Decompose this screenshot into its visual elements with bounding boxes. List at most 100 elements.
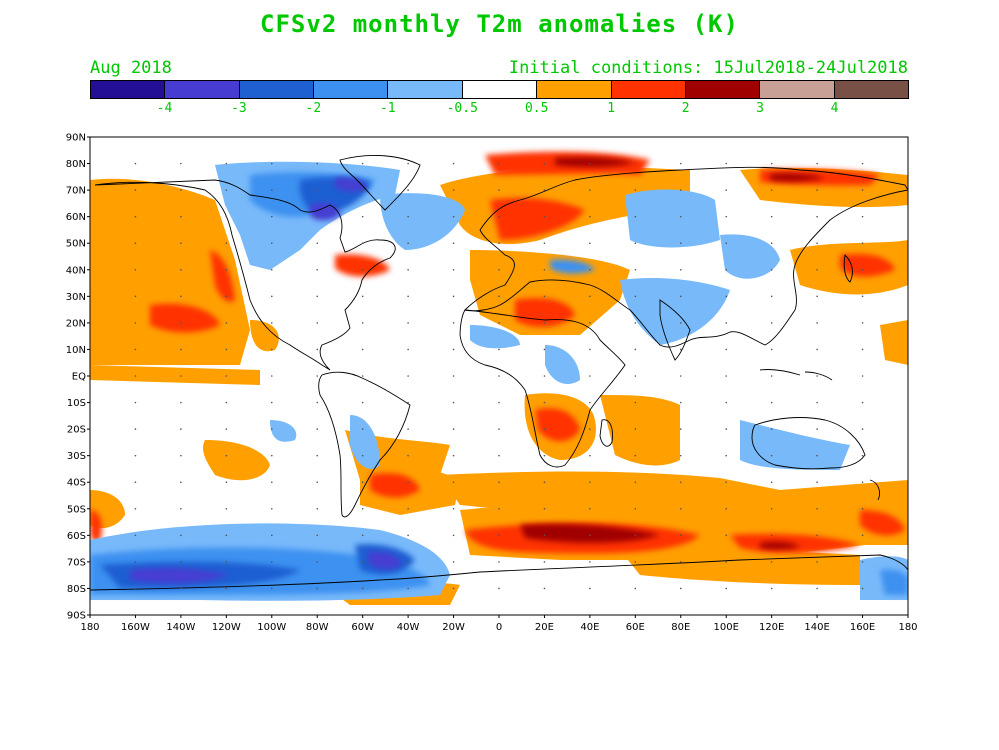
grid-dot — [225, 268, 228, 271]
grid-dot — [816, 481, 818, 484]
grid-dot — [316, 189, 319, 191]
grid-dot — [180, 534, 182, 537]
grid-dot — [361, 587, 364, 590]
grid-dot — [725, 401, 728, 404]
latitude-label: 50N — [66, 239, 86, 250]
grid-dot — [543, 507, 546, 510]
grid-dot — [679, 322, 682, 324]
grid-dot — [407, 242, 409, 245]
grid-dot — [407, 162, 409, 165]
grid-dot — [498, 348, 500, 351]
longitude-label: 120E — [759, 622, 784, 633]
grid-dot — [589, 428, 591, 430]
map-title: CFSv2 monthly T2m anomalies (K) — [260, 10, 739, 38]
grid-dot — [725, 375, 728, 377]
grid-dot — [725, 454, 728, 457]
longitude-label: 120W — [212, 622, 241, 633]
grid-dot — [679, 454, 682, 457]
grid-dot — [270, 375, 273, 377]
grid-dot — [316, 587, 319, 590]
grid-dot — [816, 295, 818, 298]
longitude-label: 40W — [397, 622, 420, 633]
legend-color-swatch — [760, 81, 835, 98]
grid-dot — [498, 561, 500, 563]
legend-color-swatch — [388, 81, 463, 98]
legend-tick-label: 3 — [756, 101, 764, 116]
grid-dot — [361, 162, 364, 165]
grid-dot — [361, 454, 364, 457]
grid-dot — [543, 561, 546, 563]
grid-dot — [543, 401, 546, 404]
north-america-coastline — [94, 179, 396, 371]
latitude-label: 90S — [67, 611, 86, 622]
grid-dot — [725, 534, 728, 537]
grid-dot — [316, 348, 319, 351]
grid-dot — [452, 507, 455, 510]
grid-dot — [180, 215, 182, 218]
grid-dot — [452, 162, 455, 165]
grid-dot — [816, 561, 818, 563]
longitude-label: 100E — [714, 622, 739, 633]
grid-dot — [361, 322, 364, 324]
grid-dot — [498, 375, 500, 377]
grid-dot — [180, 295, 182, 298]
grid-dot — [452, 348, 455, 351]
indonesia-coastline — [759, 369, 833, 381]
grid-dot — [543, 215, 546, 218]
grid-dot — [543, 242, 546, 245]
grid-dot — [543, 534, 546, 537]
grid-dot — [589, 162, 591, 165]
grid-dot — [816, 401, 818, 404]
grid-dot — [634, 454, 637, 457]
grid-dot — [452, 428, 455, 430]
grid-dot — [861, 428, 864, 430]
greenland-coastline — [339, 154, 421, 211]
grid-dot — [361, 189, 364, 191]
grid-dot — [861, 189, 864, 191]
grid-dot — [407, 215, 409, 218]
grid-dot — [770, 162, 773, 165]
japan-coastline — [843, 254, 853, 283]
grid-dot — [134, 189, 137, 191]
grid-dot — [270, 428, 273, 430]
grid-dot — [270, 242, 273, 245]
grid-dot — [861, 242, 864, 245]
grid-dot — [180, 428, 182, 430]
grid-dot — [725, 587, 728, 590]
coastlines — [90, 154, 908, 591]
grid-dot — [770, 534, 773, 537]
grid-dot — [543, 268, 546, 271]
grid-dot — [270, 534, 273, 537]
grid-dot — [634, 295, 637, 298]
legend-color-swatch — [165, 81, 240, 98]
longitude-label: 140W — [166, 622, 195, 633]
latitude-label: 80S — [67, 584, 86, 595]
grid-dot — [634, 242, 637, 245]
grid-dot — [634, 534, 637, 537]
grid-dot — [407, 587, 409, 590]
longitude-label: 80W — [306, 622, 329, 633]
grid-dot — [407, 295, 409, 298]
grid-dot — [770, 401, 773, 404]
longitude-label: 160E — [850, 622, 875, 633]
grid-dot — [407, 534, 409, 537]
longitude-label: 60W — [351, 622, 374, 633]
grid-dot — [361, 561, 364, 563]
grid-dot — [679, 534, 682, 537]
grid-dot — [225, 189, 228, 191]
grid-dot — [407, 348, 409, 351]
longitude-labels: 180 160W 140W 120W 100W 80W 60W 40W 20W 0 20E 40E 60… — [80, 615, 918, 633]
latitude-label: 60S — [67, 531, 86, 542]
longitude-label: 140E — [804, 622, 829, 633]
legend-color-swatch — [537, 81, 612, 98]
grid-dot — [270, 268, 273, 271]
grid-dot — [816, 428, 818, 430]
grid-dot — [270, 401, 273, 404]
grid-dot — [316, 215, 319, 218]
grid-dot — [361, 428, 364, 430]
grid-dot — [770, 242, 773, 245]
grid-dot — [589, 587, 591, 590]
grid-dot — [679, 507, 682, 510]
grid-dot — [270, 189, 273, 191]
grid-dot — [634, 507, 637, 510]
